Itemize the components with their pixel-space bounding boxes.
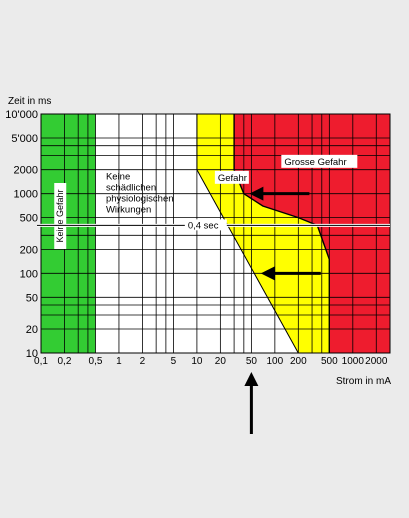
x-tick-label: 500 bbox=[321, 356, 338, 367]
y-tick-label: 50 bbox=[26, 292, 38, 304]
x-tick-label: 5 bbox=[171, 356, 177, 367]
zone-keine-gefahr bbox=[41, 114, 96, 353]
x-tick-label: 2000 bbox=[365, 356, 388, 367]
arrow-head bbox=[244, 372, 259, 386]
label-bg-grosse-gefahr bbox=[281, 154, 358, 168]
label-grosse-gefahr: Grosse Gefahr bbox=[284, 157, 346, 168]
label-keine-wirkungen: Keine bbox=[106, 172, 130, 183]
x-tick-label: 50 bbox=[246, 356, 258, 367]
label-keine-wirkungen: physiologischen bbox=[106, 194, 174, 205]
y-tick-label: 5'000 bbox=[11, 133, 38, 145]
y-tick-label: 1000 bbox=[14, 189, 38, 201]
y-tick-label: 20 bbox=[26, 324, 38, 336]
y-tick-label: 100 bbox=[20, 268, 38, 280]
reference-label-bg bbox=[184, 219, 227, 231]
label-gefahr: Gefahr bbox=[218, 173, 247, 184]
y-tick-label: 10 bbox=[26, 348, 38, 360]
label-keine-wirkungen: Wirkungen bbox=[106, 205, 151, 216]
x-tick-label: 10 bbox=[191, 356, 203, 367]
arrow-head bbox=[260, 266, 275, 281]
x-tick-label: 0,2 bbox=[58, 356, 72, 367]
label-keine-gefahr: Keine Gefahr bbox=[55, 189, 65, 242]
y-axis-label: Zeit in ms bbox=[8, 96, 51, 107]
arrow-head bbox=[249, 186, 264, 201]
x-axis-label: Strom in mA bbox=[336, 376, 391, 387]
x-tick-label: 200 bbox=[290, 356, 307, 367]
x-tick-label: 100 bbox=[267, 356, 284, 367]
plot-frame bbox=[40, 113, 391, 354]
x-tick-label: 0,1 bbox=[34, 356, 48, 367]
label-keine-wirkungen: schädlichen bbox=[106, 183, 156, 194]
label-bg-gefahr bbox=[214, 170, 249, 184]
y-tick-label: 500 bbox=[20, 213, 38, 225]
x-tick-label: 1000 bbox=[342, 356, 365, 367]
x-tick-label: 0,5 bbox=[89, 356, 103, 367]
x-tick-label: 20 bbox=[215, 356, 227, 367]
y-tick-label: 10'000 bbox=[5, 109, 38, 121]
y-tick-label: 200 bbox=[20, 244, 38, 256]
x-tick-label: 1 bbox=[116, 356, 122, 367]
label-bg-keine-gefahr bbox=[54, 183, 67, 250]
x-tick-label: 2 bbox=[140, 356, 146, 367]
y-tick-label: 2000 bbox=[14, 165, 38, 177]
reference-line-label: 0,4 sec bbox=[188, 220, 219, 231]
